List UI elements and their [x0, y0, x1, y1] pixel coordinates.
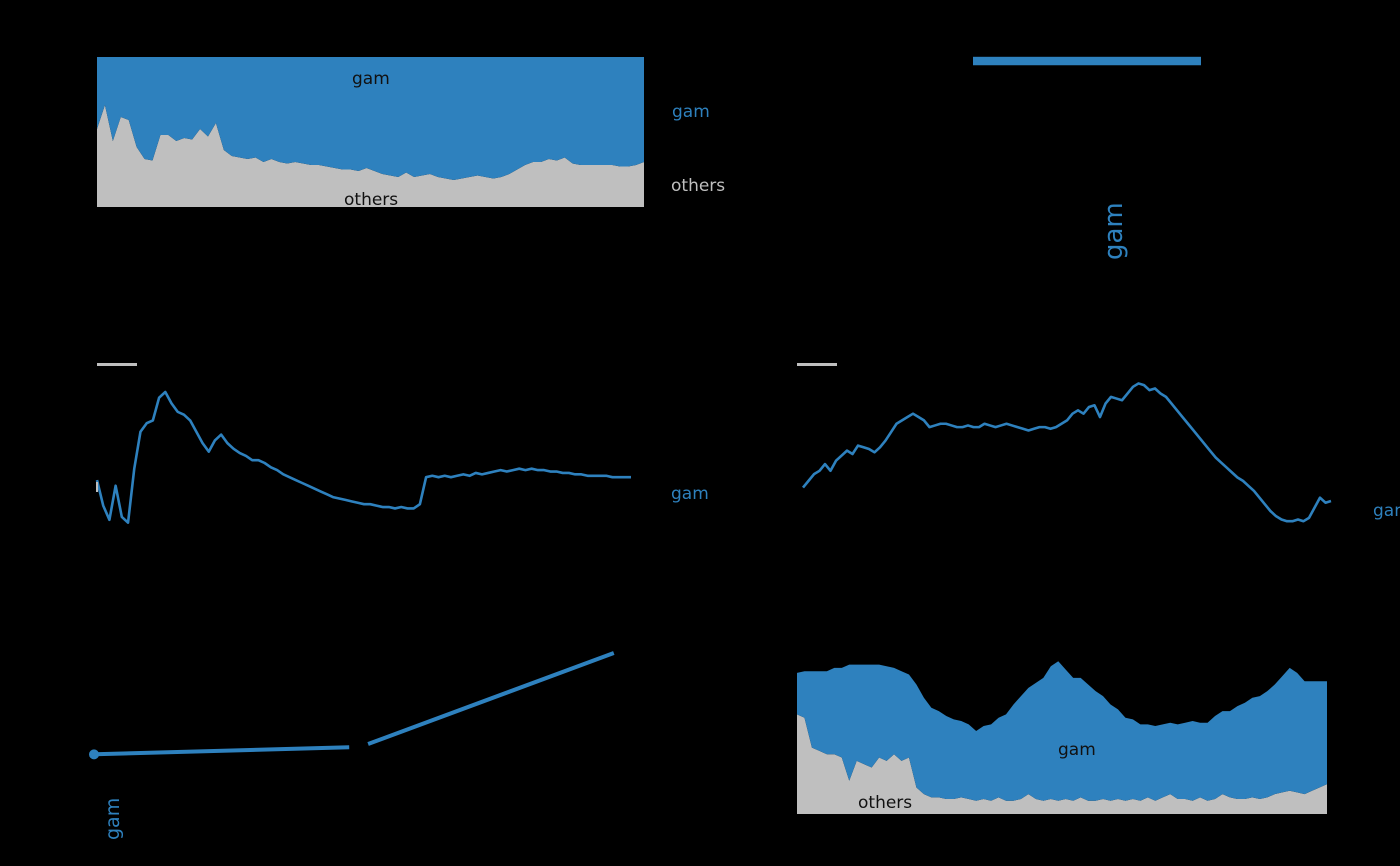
middle-right-tick-marks [795, 360, 845, 374]
line-segment-a [89, 745, 350, 757]
middle-right-line-chart [801, 382, 1332, 523]
hline-line-1 [973, 56, 1201, 62]
middle-left-ticks-svg [96, 363, 137, 492]
top-left-legend-gam: gam [672, 102, 710, 122]
area-series-gam [797, 661, 1327, 801]
middle-left-legend-gam: gam [671, 484, 709, 504]
panel-top-left [97, 57, 644, 207]
middle-left-line-chart [95, 390, 631, 524]
bottom-left-axis-label-gam: gam [102, 797, 124, 840]
top-left-legend-others: others [671, 176, 726, 196]
middle-right-legend-gam: gam [1373, 501, 1400, 521]
panel-bottom-right [797, 648, 1327, 814]
top-left-area-chart [97, 57, 644, 207]
top-left-inner-others-label: others [344, 190, 399, 210]
bottom-left-line-chart [89, 651, 615, 760]
hline-line-2 [973, 60, 1201, 66]
middle-right-ticks-svg [797, 363, 837, 366]
bottom-right-area-chart [797, 661, 1327, 814]
panel-bottom-left [89, 640, 630, 770]
line-series-main [95, 390, 631, 524]
area-series-others [97, 105, 644, 207]
bottom-right-inner-others-label: others [858, 793, 913, 813]
middle-left-tick-marks [94, 358, 154, 503]
panel-top-right [973, 52, 1201, 76]
panel-middle-right [801, 370, 1332, 538]
data-point-marker [89, 749, 99, 760]
top-left-inner-gam-label: gam [352, 69, 390, 89]
area-series-gam [97, 57, 644, 180]
panel-middle-left [95, 390, 631, 534]
top-right-axis-label-gam: gam [1099, 202, 1129, 260]
bottom-right-inner-gam-label: gam [1058, 740, 1096, 760]
line-segment-b [367, 651, 615, 746]
area-series-others [797, 714, 1327, 814]
top-right-line-chart [973, 56, 1201, 66]
line-series-main [801, 382, 1332, 523]
